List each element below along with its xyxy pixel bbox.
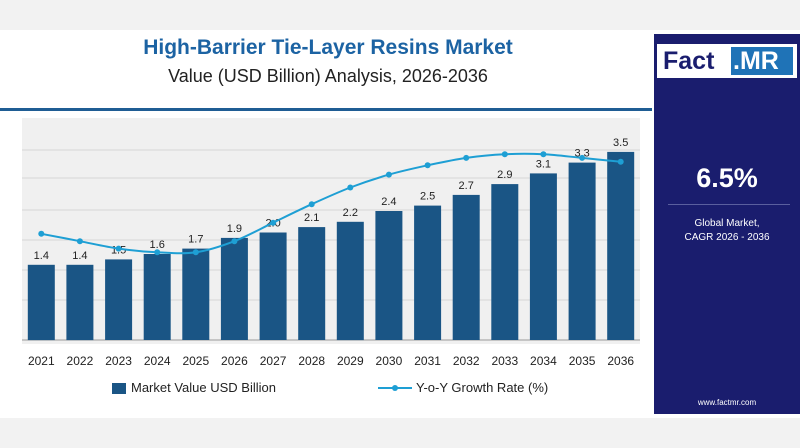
x-tick-label: 2025	[182, 354, 209, 368]
x-tick-label: 2021	[28, 354, 55, 368]
growth-point-2021	[38, 230, 45, 237]
x-tick-label: 2027	[260, 354, 287, 368]
cagr-value: 6.5%	[696, 163, 758, 193]
growth-point-2030	[385, 171, 392, 178]
x-tick-label: 2030	[376, 354, 403, 368]
x-tick-label: 2024	[144, 354, 171, 368]
growth-point-2033	[501, 151, 508, 158]
bar-value-label: 1.7	[188, 234, 203, 246]
bar-2026	[220, 237, 248, 340]
title-divider	[0, 108, 652, 111]
logo-text-fact: Fact	[663, 47, 715, 75]
growth-point-2024	[154, 249, 161, 256]
bar-value-label: 2.2	[343, 207, 358, 219]
bar-value-label: 1.4	[34, 250, 49, 262]
x-tick-label: 2023	[105, 354, 132, 368]
growth-point-2022	[76, 238, 83, 245]
cagr-label: Global Market, CAGR 2026 - 2036	[654, 217, 800, 245]
x-tick-label: 2026	[221, 354, 248, 368]
bar-2036	[607, 151, 635, 340]
x-tick-label: 2034	[530, 354, 557, 368]
chart-subtitle: Value (USD Billion) Analysis, 2026-2036	[168, 66, 488, 86]
x-tick-label: 2031	[414, 354, 441, 368]
bar-value-label: 2.5	[420, 191, 435, 203]
growth-point-2023	[115, 245, 122, 252]
bar-2030	[375, 211, 403, 340]
bar-2023	[105, 259, 133, 340]
x-tick-label: 2028	[298, 354, 325, 368]
bar-value-label: 2.4	[381, 196, 396, 208]
growth-point-2025	[192, 249, 199, 256]
bar-2027	[259, 232, 287, 340]
bar-2028	[298, 227, 326, 340]
legend-line-swatch	[378, 385, 412, 391]
bar-value-label: 2.7	[459, 180, 474, 192]
growth-point-2028	[308, 201, 315, 208]
bar-value-label: 1.9	[227, 223, 242, 235]
bar-value-label: 1.4	[72, 250, 87, 262]
website-url: www.factmr.com	[697, 398, 757, 407]
bar-2031	[414, 205, 442, 340]
growth-point-2026	[231, 238, 238, 245]
legend-bar-label: Market Value USD Billion	[131, 380, 276, 395]
bar-2033	[491, 184, 519, 340]
cagr-divider	[668, 204, 790, 205]
x-tick-label: 2033	[491, 354, 518, 368]
legend-line-label: Y-o-Y Growth Rate (%)	[416, 380, 549, 395]
sidebar-panel	[654, 34, 800, 414]
growth-point-2027	[270, 219, 277, 226]
bar-value-label: 1.6	[150, 239, 165, 251]
growth-point-2032	[463, 154, 470, 161]
growth-point-2036	[617, 158, 624, 165]
bar-2024	[143, 254, 171, 340]
bar-2034	[529, 173, 557, 340]
chart-svg: 1.420211.420221.520231.620241.720251.920…	[22, 137, 640, 368]
x-tick-label: 2022	[67, 354, 94, 368]
bar-value-label: 2.9	[497, 169, 512, 181]
bar-2029	[336, 221, 364, 341]
x-tick-label: 2036	[607, 354, 634, 368]
x-tick-label: 2032	[453, 354, 480, 368]
growth-point-2034	[540, 151, 547, 158]
growth-point-2029	[347, 184, 354, 191]
x-tick-label: 2035	[569, 354, 596, 368]
growth-point-2031	[424, 162, 431, 169]
bar-2032	[452, 194, 480, 340]
cagr-label-line1: Global Market,	[694, 218, 760, 229]
growth-rate-line	[41, 152, 621, 255]
legend-bar-swatch	[112, 383, 126, 394]
bar-2035	[568, 162, 596, 340]
growth-point-2035	[579, 154, 586, 161]
top-band	[0, 0, 800, 30]
x-tick-label: 2029	[337, 354, 364, 368]
bar-2025	[182, 248, 210, 340]
chart-title: High-Barrier Tie-Layer Resins Market	[143, 36, 513, 59]
bar-2021	[27, 264, 55, 341]
bar-2022	[66, 264, 94, 341]
factmr-logo: Fact .MR	[657, 44, 797, 78]
logo-text-mr: .MR	[731, 47, 793, 75]
bar-value-label: 3.5	[613, 137, 628, 149]
bar-value-label: 2.1	[304, 212, 319, 224]
bar-value-label: 3.1	[536, 158, 551, 170]
bottom-band	[0, 418, 800, 448]
cagr-label-line2: CAGR 2026 - 2036	[684, 232, 770, 243]
